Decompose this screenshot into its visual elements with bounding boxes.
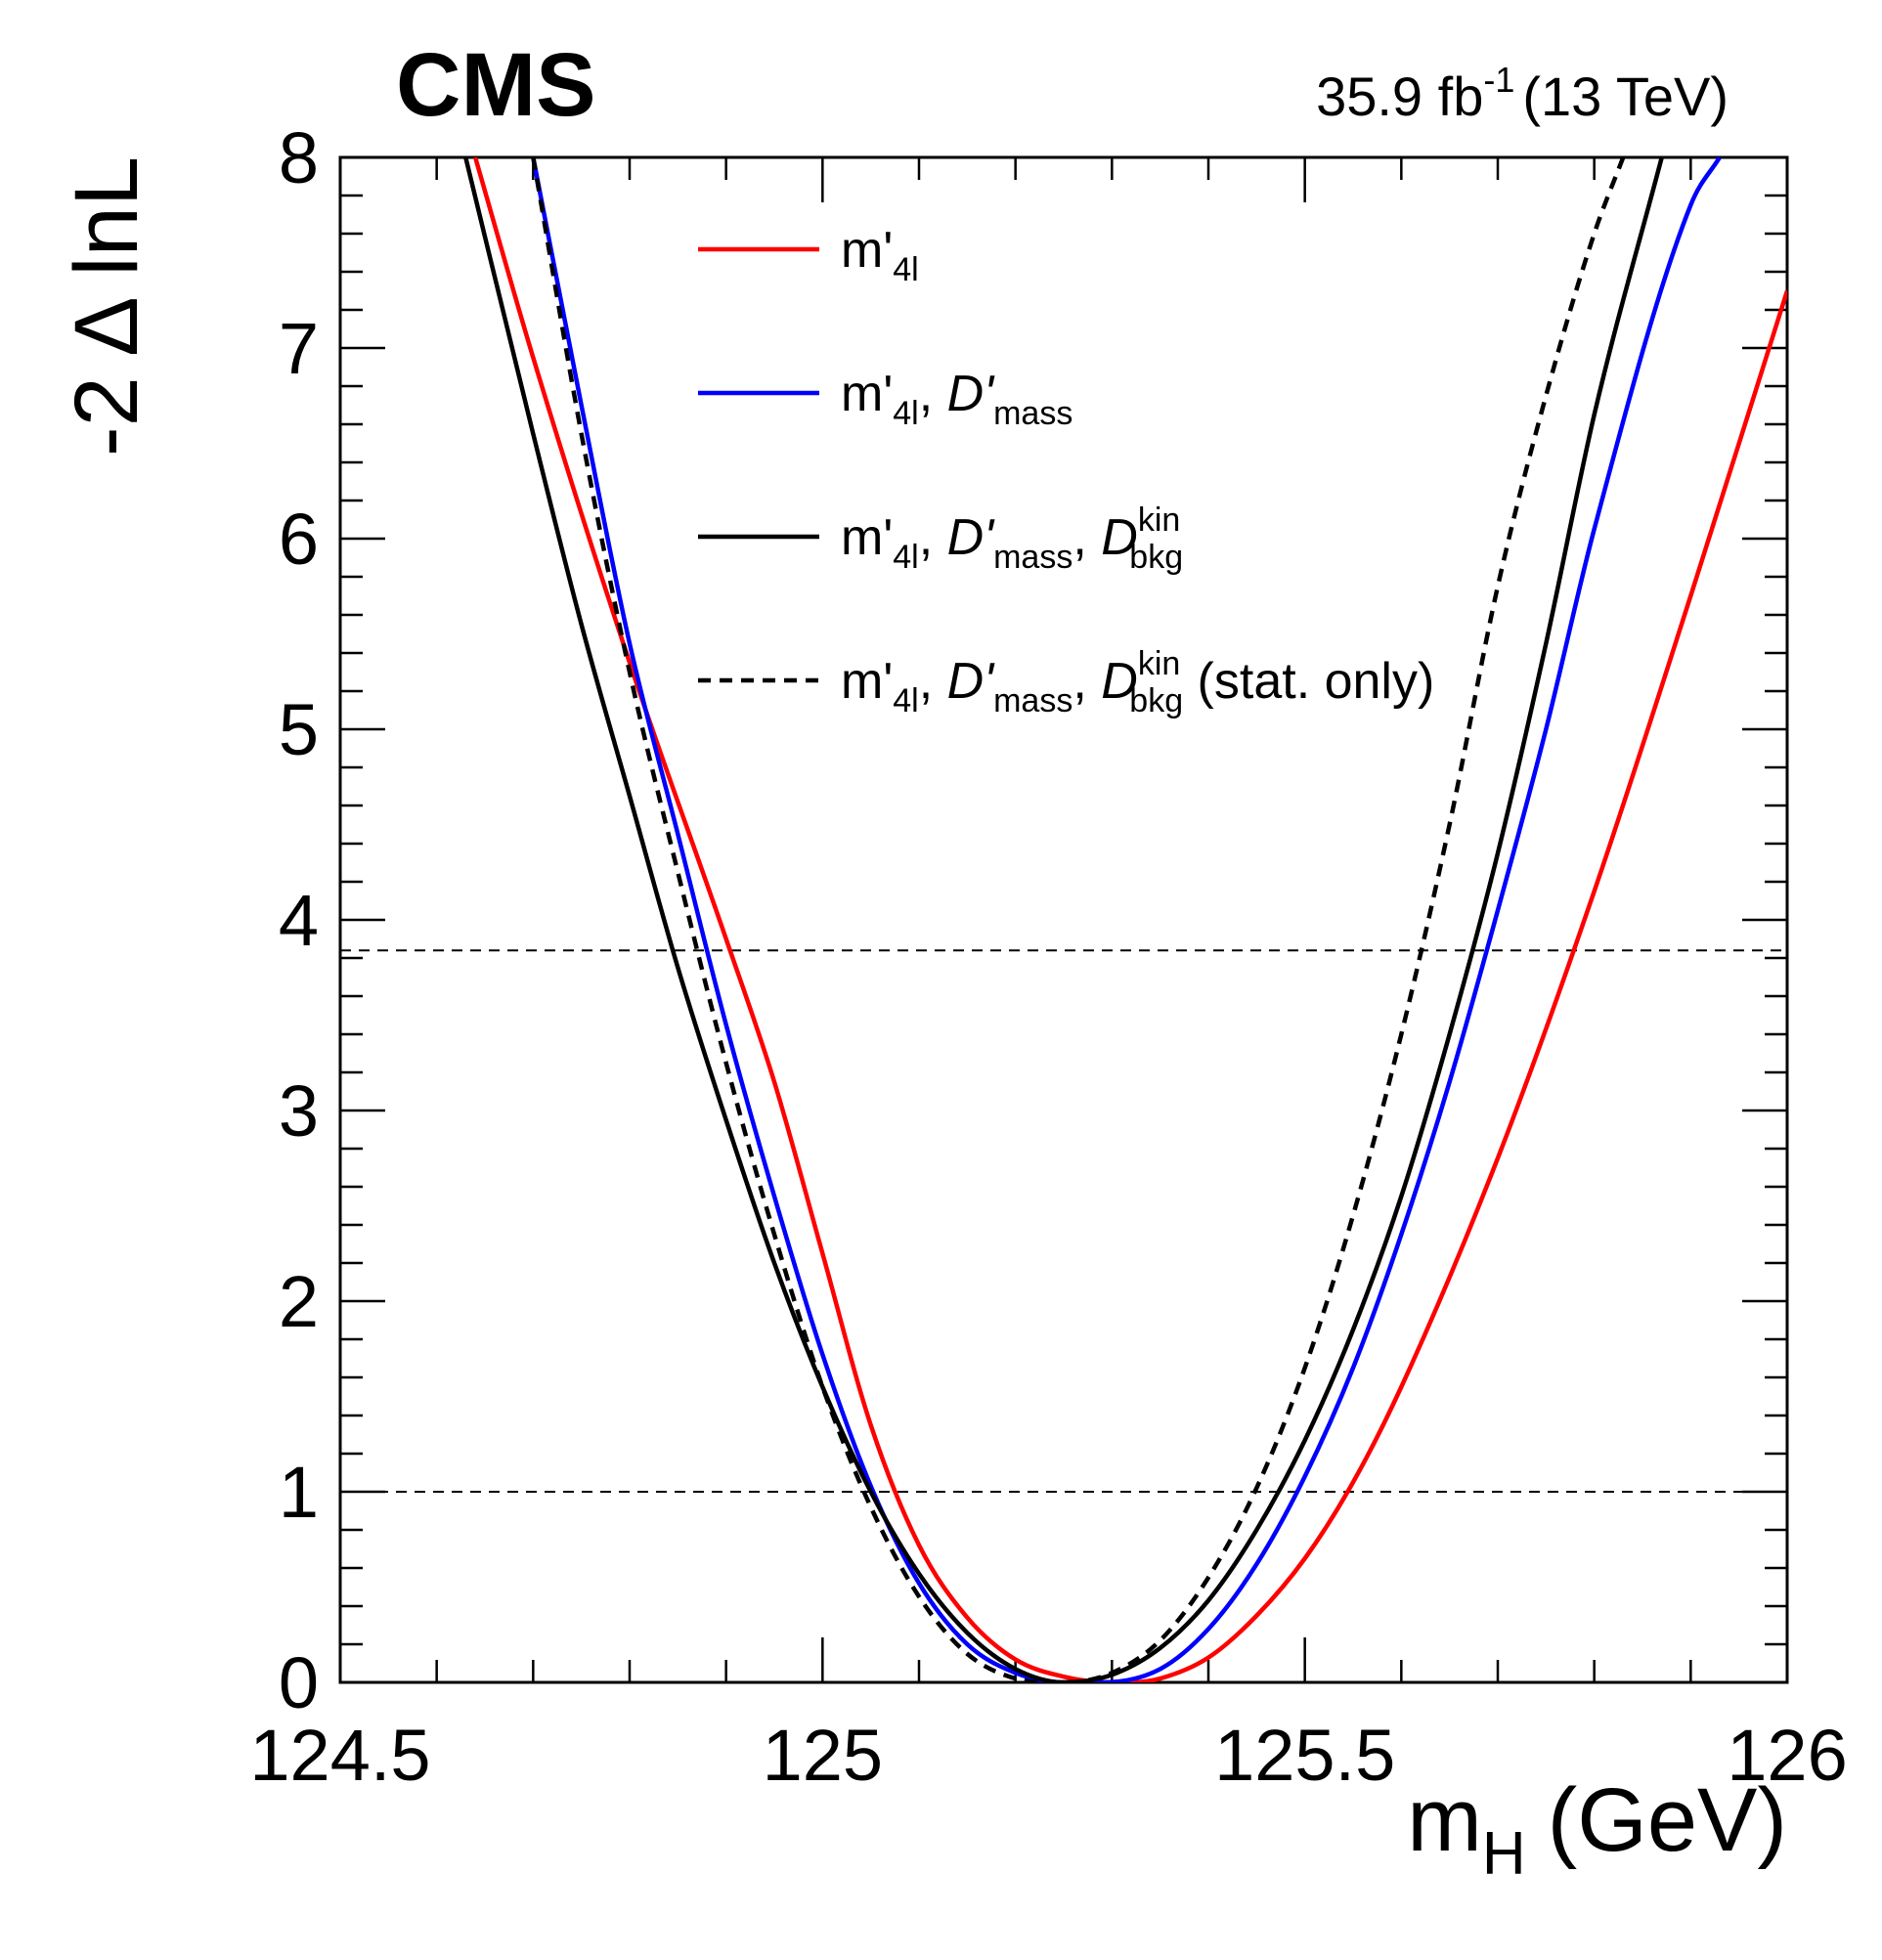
y-tick-label: 2 <box>279 1261 319 1342</box>
legend-label-m4l-dmass-dkin: m'4l, D'mass, Dkin bkg <box>841 501 1183 576</box>
y-tick-label: 8 <box>279 117 319 198</box>
luminosity-label: 35.9 fb-1 (13 TeV) <box>1316 60 1729 127</box>
legend-label-m4l-dmass: m'4l, D'mass <box>841 366 1072 432</box>
legend-label-m4l: m'4l <box>841 222 919 288</box>
x-axis-title: mH (GeV) <box>1407 1770 1787 1888</box>
series-line-m4l-dmass-dkin-stat-only <box>531 157 1626 1682</box>
x-axis-title-unit: (GeV) <box>1548 1770 1787 1870</box>
luminosity-value: 35.9 fb <box>1316 65 1483 127</box>
series-line-m4l-dmass-dkin <box>463 157 1664 1682</box>
experiment-label: CMS <box>396 35 595 135</box>
plot-frame <box>338 155 1789 1684</box>
x-axis-title-sub: H <box>1482 1820 1526 1888</box>
series-line-m4l <box>472 157 1787 1682</box>
axis-ticks <box>338 155 1789 1684</box>
x-tick-label: 125 <box>763 1715 883 1796</box>
x-tick-label: 126 <box>1727 1715 1847 1796</box>
y-axis-title: -2 Δ lnL <box>57 156 156 457</box>
y-tick-label: 1 <box>279 1452 319 1533</box>
y-tick-label: 7 <box>279 308 319 389</box>
likelihood-curves <box>463 157 1787 1682</box>
series-line-m4l-dmass <box>531 157 1722 1682</box>
y-tick-label: 0 <box>279 1642 319 1723</box>
luminosity-exponent: -1 <box>1483 60 1514 100</box>
legend: m'4l m'4l, D'mass m'4l, D'mass, Dkin bkg m'4… <box>698 222 1434 719</box>
x-axis-title-main: m <box>1407 1770 1482 1870</box>
x-tick-label: 125.5 <box>1214 1715 1395 1796</box>
y-tick-label: 5 <box>279 689 319 770</box>
y-tick-label: 4 <box>279 880 319 961</box>
x-tick-label: 124.5 <box>249 1715 430 1796</box>
legend-label-m4l-dmass-dkin-stat-only: m'4l, D'mass, Dkin bkg (stat. only) <box>841 645 1434 719</box>
y-tick-label: 3 <box>279 1070 319 1152</box>
y-tick-label: 6 <box>279 499 319 580</box>
luminosity-energy: (13 TeV) <box>1522 65 1729 127</box>
